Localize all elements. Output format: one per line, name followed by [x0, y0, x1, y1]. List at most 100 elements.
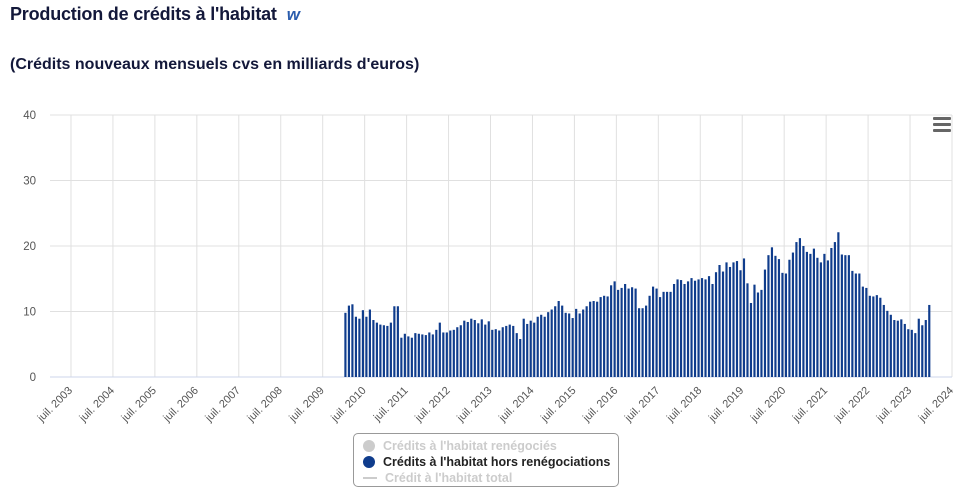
bar [417, 333, 420, 377]
bar [529, 320, 532, 377]
bar [658, 297, 662, 377]
bar [589, 301, 592, 377]
bar [645, 305, 648, 377]
bar [491, 329, 494, 377]
bar [802, 246, 805, 377]
bar [686, 281, 690, 377]
bar [903, 323, 906, 377]
bar [512, 325, 515, 377]
bar [498, 330, 501, 377]
bar [889, 314, 892, 377]
bar [917, 318, 920, 377]
hamburger-menu-icon[interactable] [933, 117, 951, 133]
bar [442, 332, 445, 377]
x-tick-label: juil. 2021 [790, 385, 830, 425]
legend-item-total[interactable]: Crédit à l'habitat total [354, 470, 618, 486]
bar [463, 320, 466, 377]
bar [410, 337, 413, 377]
bar [861, 286, 864, 377]
bar [837, 232, 840, 377]
bar [868, 295, 871, 377]
bar [718, 265, 721, 377]
bar [508, 324, 511, 377]
x-tick-label: juil. 2017 [622, 385, 662, 425]
bar [540, 314, 543, 377]
bar [519, 339, 522, 377]
bar [739, 270, 742, 377]
bar [347, 305, 350, 377]
bar [879, 297, 882, 377]
bar [421, 334, 424, 377]
bar [798, 238, 801, 377]
bar [354, 316, 357, 377]
bar [690, 278, 693, 377]
bar [351, 304, 354, 377]
legend-item-renegotiated[interactable]: Crédits à l'habitat renégociés [354, 438, 618, 454]
bar [928, 304, 931, 377]
bar [372, 320, 375, 377]
bar [711, 283, 714, 377]
bar [571, 318, 574, 377]
bar [557, 301, 560, 377]
bar [872, 296, 875, 377]
bar [907, 329, 910, 377]
bar [756, 292, 760, 377]
bar [449, 330, 452, 377]
y-tick-label: 10 [23, 307, 36, 319]
bar [655, 288, 658, 377]
bar [547, 312, 550, 377]
bar [812, 248, 815, 377]
bar [414, 333, 417, 377]
bar [456, 327, 459, 377]
chart-subtitle: (Crédits nouveaux mensuels cvs en millia… [10, 56, 420, 73]
bar [431, 334, 434, 377]
bar [704, 279, 707, 377]
w-logo-icon[interactable]: w [286, 4, 300, 24]
bar [564, 312, 567, 377]
bar [393, 306, 396, 377]
bar [358, 318, 361, 377]
bar [725, 262, 728, 378]
x-tick-label: juil. 2007 [203, 385, 243, 425]
bar [613, 281, 616, 377]
bar [445, 332, 448, 377]
bar [389, 322, 392, 377]
bar [921, 325, 924, 377]
x-axis: juil. 2003 juil. 2004 juil. 2005 juil. 2006… [35, 385, 956, 425]
bar [648, 295, 651, 377]
x-tick-label: juil. 2012 [412, 385, 452, 425]
legend-circle-icon [363, 440, 375, 452]
bar [438, 322, 441, 377]
bar [610, 285, 613, 377]
x-tick-label: juil. 2003 [35, 385, 75, 425]
bar [477, 323, 480, 377]
bar [575, 308, 578, 377]
bar [596, 301, 599, 377]
bar [774, 255, 777, 377]
bar [428, 332, 431, 377]
bar [396, 306, 399, 377]
x-tick-label: juil. 2013 [454, 385, 494, 425]
bar [375, 322, 378, 377]
x-tick-label: juil. 2014 [496, 385, 536, 425]
bar [620, 287, 623, 377]
legend: Crédits à l'habitat renégociés Crédits à… [353, 433, 619, 487]
x-tick-label: juil. 2018 [664, 385, 704, 425]
legend-line-icon [363, 477, 377, 479]
legend-item-excluding-renegotiations[interactable]: Crédits à l'habitat hors renégociations [354, 454, 618, 470]
legend-label: Crédits à l'habitat renégociés [383, 439, 557, 453]
bar [816, 257, 819, 377]
bar [700, 278, 704, 377]
bar [819, 262, 822, 378]
bar [858, 273, 861, 377]
bar [568, 313, 571, 377]
bar [753, 284, 756, 377]
x-tick-label: juil. 2006 [161, 385, 201, 425]
bar [603, 295, 606, 377]
bar [707, 276, 711, 377]
bar [679, 280, 683, 377]
bar [665, 291, 669, 377]
bar [617, 289, 620, 377]
bar [344, 312, 347, 377]
bar [900, 319, 903, 377]
